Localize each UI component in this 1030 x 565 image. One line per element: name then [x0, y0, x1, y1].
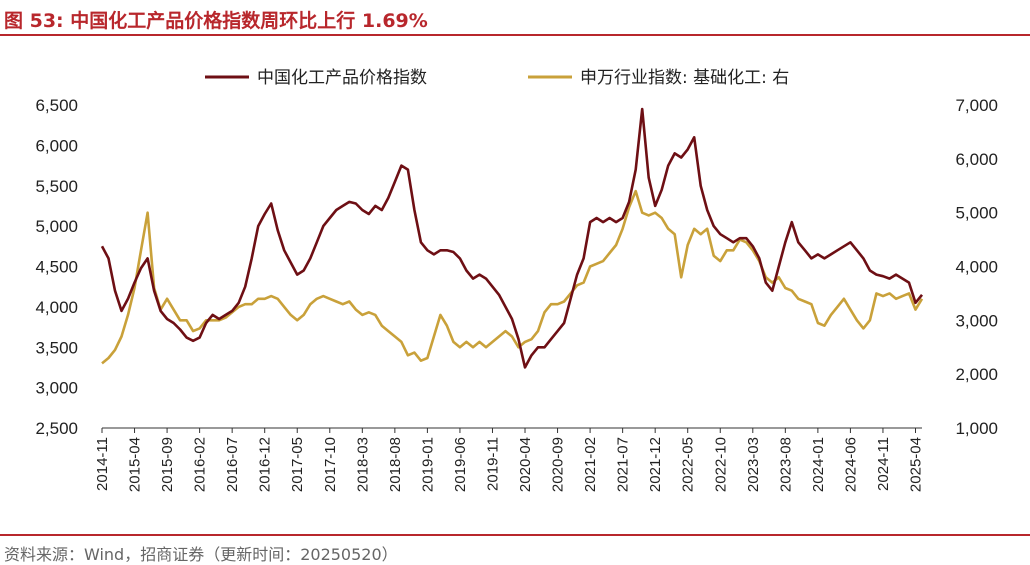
x-tick-label: 2022-05: [680, 437, 697, 492]
x-tick-label: 2019-01: [419, 437, 436, 492]
bottom-rule: [0, 534, 1030, 536]
x-tick-label: 2018-03: [354, 437, 371, 492]
x-tick-label: 2020-04: [517, 437, 534, 492]
x-tick-label: 2024-01: [810, 437, 827, 492]
legend-label: 中国化工产品价格指数: [257, 68, 427, 88]
x-tick-label: 2021-12: [647, 437, 664, 492]
y-right-tick-label: 3,000: [955, 311, 998, 330]
x-tick-label: 2017-10: [322, 437, 339, 492]
source-note: 资料来源：Wind，招商证券（更新时间：20250520）: [4, 545, 398, 564]
y-left-tick-label: 6,500: [35, 96, 78, 115]
x-tick-label: 2025-04: [907, 437, 924, 492]
x-tick-label: 2022-10: [712, 437, 729, 492]
x-tick-label: 2021-07: [615, 437, 632, 492]
x-tick-label: 2023-03: [745, 437, 762, 492]
y-left-tick-label: 3,500: [35, 338, 78, 357]
legend-label: 申万行业指数: 基础化工: 右: [580, 68, 789, 88]
x-tick-label: 2014-11: [94, 437, 111, 491]
y-left-tick-label: 5,000: [35, 217, 78, 236]
y-right-tick-label: 1,000: [955, 419, 998, 438]
x-tick-label: 2016-12: [257, 437, 274, 492]
x-tick-label: 2024-06: [842, 437, 859, 492]
y-right-tick-label: 6,000: [955, 150, 998, 169]
x-tick-label: 2015-04: [127, 437, 144, 492]
y-left-tick-label: 2,500: [35, 419, 78, 438]
x-tick-label: 2017-05: [289, 437, 306, 492]
x-tick-label: 2021-02: [582, 437, 599, 492]
y-right-tick-label: 7,000: [955, 96, 998, 115]
chart-title: 图 53: 中国化工产品价格指数周环比上行 1.69%: [4, 10, 428, 32]
y-left-tick-label: 5,500: [35, 177, 78, 196]
x-tick-label: 2015-09: [159, 437, 176, 492]
x-tick-label: 2019-06: [452, 437, 469, 492]
y-right-tick-label: 5,000: [955, 204, 998, 223]
x-tick-label: 2019-11: [484, 437, 501, 491]
x-tick-label: 2016-07: [224, 437, 241, 492]
y-left-tick-label: 3,000: [35, 379, 78, 398]
y-left-tick-label: 4,000: [35, 298, 78, 317]
y-left-tick-label: 4,500: [35, 258, 78, 277]
series-line-chemical-price-index: [100, 107, 924, 369]
y-right-tick-label: 2,000: [955, 365, 998, 384]
y-left-tick-label: 6,000: [35, 136, 78, 155]
y-right-tick-label: 4,000: [955, 258, 998, 277]
x-tick-label: 2018-08: [387, 437, 404, 492]
x-tick-label: 2024-11: [875, 437, 892, 491]
x-tick-label: 2023-08: [777, 437, 794, 492]
title-rule: [0, 34, 1030, 36]
series-line-sw-basic-chemical-index: [101, 189, 924, 365]
x-tick-label: 2020-09: [550, 437, 567, 492]
x-tick-label: 2016-02: [192, 437, 209, 492]
